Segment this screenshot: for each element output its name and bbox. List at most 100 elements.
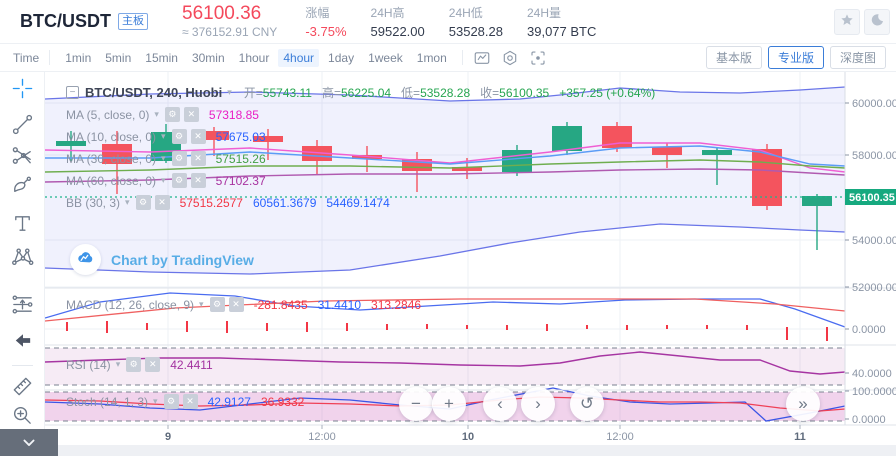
crosshair-tool[interactable]	[8, 77, 36, 105]
collapse-legend-icon[interactable]: −	[66, 86, 79, 99]
pitchfork-tool[interactable]	[8, 144, 36, 172]
interval-list: 1min 5min 15min 30min 1hour 4hour 1day 1week 1mo…	[60, 48, 452, 67]
chevron-down-icon[interactable]: ▾	[161, 175, 166, 185]
favorite-button[interactable]	[834, 9, 860, 35]
svg-text:9: 9	[165, 431, 171, 443]
chevron-down-icon[interactable]: ▾	[161, 153, 166, 163]
long-position-tool[interactable]	[8, 293, 36, 321]
zoom-in-tool[interactable]	[8, 404, 36, 432]
macd-pane	[45, 292, 846, 341]
mode-depth-button[interactable]: 深度图	[829, 46, 886, 69]
ohlc-change: +357.25 (+0.64%)	[559, 85, 656, 100]
bb-label: BB (30, 3)	[66, 195, 121, 210]
svg-text:100.0000: 100.0000	[852, 386, 896, 398]
mode-pro-button[interactable]: 专业版	[767, 46, 824, 69]
reset-button[interactable]: ↺	[570, 387, 604, 421]
xabcd-pattern-tool[interactable]	[8, 245, 36, 273]
chevron-down-icon[interactable]: ▾	[154, 109, 159, 119]
bb-settings-button[interactable]: ⚙	[135, 195, 151, 210]
interval-1mon[interactable]: 1mon	[416, 50, 447, 65]
ma30-settings-button[interactable]: ⚙	[171, 151, 187, 166]
indicator-settings-icon[interactable]	[501, 49, 519, 67]
zoom-in-icon	[11, 404, 34, 432]
ma10-settings-button[interactable]: ⚙	[171, 129, 187, 144]
zoom-in-button[interactable]: +	[432, 387, 466, 421]
rsi-settings-button[interactable]: ⚙	[126, 357, 142, 372]
ma60-close-button[interactable]: ✕	[190, 173, 206, 188]
go-latest-button[interactable]: »	[786, 387, 820, 421]
macd-close-button[interactable]: ✕	[228, 297, 244, 312]
bottom-strip	[0, 445, 896, 456]
macd-settings-button[interactable]: ⚙	[209, 297, 225, 312]
interval-30min[interactable]: 30min	[191, 50, 225, 65]
interval-1day[interactable]: 1day	[328, 50, 355, 65]
ma60-settings-button[interactable]: ⚙	[171, 173, 187, 188]
tradingview-attribution[interactable]: Chart by TradingView	[70, 244, 254, 275]
header-stats: 涨幅 -3.75% 24H高 59522.00 24H低 53528.28 24H量 39,0…	[305, 4, 596, 39]
toolbar-divider	[461, 50, 463, 65]
stat-24H低: 24H低 53528.28	[449, 4, 503, 39]
chevron-down-icon[interactable]: ▾	[199, 299, 204, 309]
brush-tool[interactable]	[8, 174, 36, 202]
macd-value: -281.8435	[253, 297, 308, 312]
pan-left-button[interactable]: ‹	[483, 387, 517, 421]
stoch-label: Stoch (14, 1, 3)	[66, 394, 149, 409]
pan-right-button[interactable]: ›	[521, 387, 555, 421]
chevron-down-icon[interactable]: ▾	[115, 359, 121, 369]
ruler-tool[interactable]	[8, 375, 36, 403]
stat-label: 24H低	[448, 6, 483, 20]
ma10-legend: MA (10, close, 0) ▾ ⚙ ✕ 57675.03	[66, 128, 266, 145]
macd-value: 31.4410	[317, 297, 362, 312]
board-badge: 主板	[118, 13, 148, 30]
pair-title: BTC/USDT	[20, 11, 111, 31]
text-tool[interactable]	[8, 212, 36, 240]
bb-value: 60561.3679	[252, 195, 317, 210]
pitchfork-icon	[11, 144, 34, 172]
ma5-settings-button[interactable]: ⚙	[164, 107, 180, 122]
rsi-legend: RSI (14) ▾ ⚙ ✕ 42.4411	[66, 356, 213, 373]
bb-close-button[interactable]: ✕	[154, 195, 170, 210]
rsi-pane	[45, 347, 846, 386]
stat-label: 24H量	[527, 6, 562, 20]
interval-4hour[interactable]: 4hour	[278, 48, 320, 67]
ma60-label: MA (60, close, 0)	[66, 173, 157, 188]
ma10-close-button[interactable]: ✕	[190, 129, 206, 144]
interval-15min[interactable]: 15min	[145, 50, 178, 65]
long-position-icon	[11, 293, 34, 321]
interval-1week[interactable]: 1week	[368, 50, 403, 65]
svg-text:10: 10	[462, 431, 474, 443]
pane-separators	[45, 72, 896, 426]
chevron-down-icon[interactable]: ▾	[153, 396, 158, 406]
collapse-toolbar-button[interactable]	[0, 429, 58, 456]
toolbar-icons	[473, 49, 547, 67]
svg-text:58000.00: 58000.00	[852, 150, 896, 162]
crosshair-icon	[11, 77, 34, 105]
interval-time[interactable]: Time	[13, 50, 40, 65]
chevron-down-icon[interactable]: ▾	[161, 131, 166, 141]
rsi-close-button[interactable]: ✕	[145, 357, 161, 372]
chevron-down-icon[interactable]: ▾	[125, 197, 130, 207]
stoch-value: 42.9127	[207, 394, 251, 409]
mode-basic-button[interactable]: 基本版	[705, 46, 762, 69]
stoch-settings-button[interactable]: ⚙	[163, 394, 179, 409]
trend-line-tool[interactable]	[8, 113, 36, 141]
stat-value: -3.75%	[305, 24, 347, 39]
interval-1min[interactable]: 1min	[65, 50, 92, 65]
kline-style-icon[interactable]	[473, 49, 491, 67]
screenshot-icon[interactable]	[529, 49, 547, 67]
ma5-value: 57318.85	[208, 107, 259, 122]
bb-legend: BB (30, 3) ▾ ⚙ ✕ 57515.2577 60561.3679 54469.1…	[66, 194, 390, 211]
arrow-left-tool[interactable]	[8, 329, 36, 357]
ma5-close-button[interactable]: ✕	[183, 107, 199, 122]
zoom-out-button[interactable]: −	[399, 387, 433, 421]
macd-label: MACD (12, 26, close, 9)	[66, 297, 195, 312]
ohlc-key: 高=	[321, 86, 341, 100]
chart-area[interactable]: 60000.00 58000.00 54000.00 52000.00 0.0000 40…	[45, 72, 896, 445]
stoch-close-button[interactable]: ✕	[182, 394, 198, 409]
ma-lines	[45, 142, 846, 183]
interval-5min[interactable]: 5min	[105, 50, 132, 65]
chevron-down-icon[interactable]: ▾	[227, 87, 232, 97]
interval-1hour[interactable]: 1hour	[238, 50, 270, 65]
ma30-close-button[interactable]: ✕	[190, 151, 206, 166]
theme-toggle-button[interactable]	[864, 9, 890, 35]
